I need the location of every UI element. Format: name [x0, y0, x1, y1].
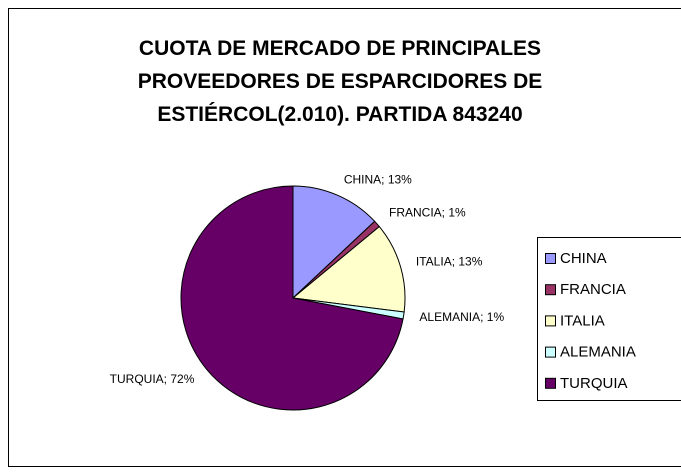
legend-label: TURQUIA — [560, 375, 628, 392]
legend-box — [537, 237, 681, 401]
data-label: TURQUIA; 72% — [110, 372, 195, 386]
legend-label: FRANCIA — [560, 281, 626, 298]
data-label: ALEMANIA; 1% — [419, 310, 504, 324]
legend-swatch — [545, 315, 556, 327]
legend-label: CHINA — [560, 250, 607, 267]
legend-swatch — [545, 284, 556, 296]
pie-slice — [180, 185, 404, 411]
data-label: CHINA; 13% — [344, 173, 412, 187]
legend-swatch — [545, 377, 556, 389]
chart-title: CUOTA DE MERCADO DE PRINCIPALES PROVEEDO… — [137, 37, 543, 126]
pie-slice — [292, 185, 376, 300]
data-label: FRANCIA; 1% — [389, 206, 466, 220]
legend-label: ITALIA — [560, 312, 605, 329]
legend-label: ALEMANIA — [560, 344, 636, 361]
legend-swatch — [545, 346, 556, 358]
pie-slice — [291, 225, 406, 313]
legend-swatch — [545, 253, 556, 264]
data-label: ITALIA; 13% — [416, 254, 483, 268]
